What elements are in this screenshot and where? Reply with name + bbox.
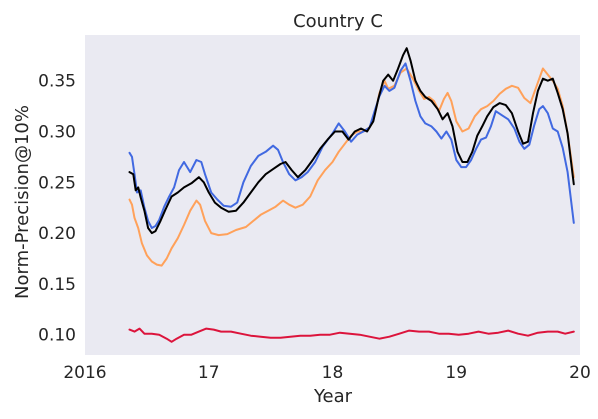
x-tick-label: 20: [569, 363, 591, 383]
x-axis-label: Year: [313, 386, 353, 407]
y-tick-label: 0.20: [38, 224, 76, 244]
x-tick-label: 17: [198, 363, 220, 383]
y-tick-label: 0.15: [38, 275, 76, 295]
series-line-2: [128, 62, 575, 229]
y-tick-label: 0.30: [38, 123, 76, 143]
x-tick-label: 2016: [63, 363, 106, 383]
chart-title: Country C: [293, 11, 383, 32]
x-tick-label: 18: [322, 363, 344, 383]
y-tick-label: 0.25: [38, 173, 76, 193]
plot-area: [85, 35, 580, 355]
y-axis-ticks: 0.10 0.15 0.20 0.25 0.30 0.35: [38, 72, 76, 346]
series-line-4: [128, 327, 575, 343]
y-axis-label: Norm-Precision@10%: [12, 105, 33, 299]
x-tick-label: 19: [445, 363, 467, 383]
series-line-3: [128, 47, 575, 235]
y-tick-label: 0.35: [38, 72, 76, 92]
series-group: [128, 47, 575, 343]
x-axis-ticks: 2016 17 18 19 20: [63, 363, 590, 383]
y-tick-label: 0.10: [38, 326, 76, 346]
